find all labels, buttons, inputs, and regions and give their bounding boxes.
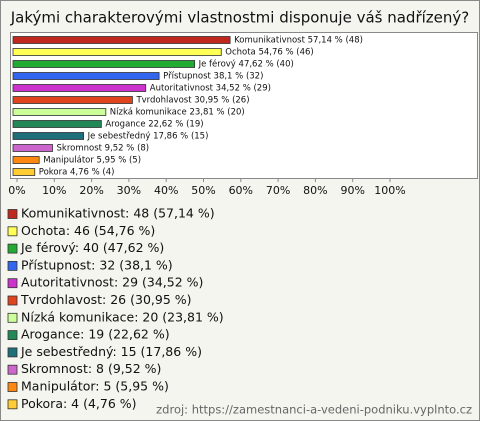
legend-swatch <box>7 243 18 254</box>
bar <box>12 132 85 140</box>
legend-label: Pokora: 4 (4,76 %) <box>21 396 137 411</box>
legend-swatch <box>7 364 18 375</box>
bar-label: Skromnost 9,52 % (8) <box>57 144 150 154</box>
legend-swatch <box>7 209 18 219</box>
bar <box>12 48 222 56</box>
legend-label: Nízká komunikace: 20 (23,81 %) <box>21 309 224 324</box>
legend-label: Přístupnost: 32 (38,1 %) <box>21 257 173 272</box>
legend-swatch <box>7 347 18 358</box>
bar <box>12 120 102 128</box>
legend-label: Ochota: 46 (54,76 %) <box>21 223 155 238</box>
x-tick-label: 70% <box>266 184 290 197</box>
legend-swatch <box>7 399 18 410</box>
bar-label: Autoritativnost 34,52 % (29) <box>150 84 271 94</box>
bar-label: Pokora 4,76 % (4) <box>39 168 115 178</box>
x-tick-label: 0% <box>8 184 25 197</box>
legend-label: Je férový: 40 (47,62 %) <box>20 240 164 255</box>
source: zdroj: https://zamestnanci-a-vedeni-podn… <box>156 403 472 417</box>
legend-label: Autoritativnost: 29 (34,52 %) <box>21 275 203 290</box>
legend-swatch <box>7 260 18 271</box>
bar-label: Arogance 22,62 % (19) <box>105 120 203 130</box>
legend-label: Skromnost: 8 (9,52 %) <box>21 361 161 376</box>
legend-label: Arogance: 19 (22,62 %) <box>21 327 170 342</box>
legend-swatch <box>7 330 18 341</box>
bar-label: Ochota 54,76 % (46) <box>225 48 313 58</box>
x-tick-label: 30% <box>117 184 141 197</box>
x-tick-label: 80% <box>303 184 327 197</box>
bar <box>12 156 40 164</box>
legend-label: Manipulátor: 5 (5,95 %) <box>21 379 169 394</box>
bar-label: Nízká komunikace 23,81 % (20) <box>110 108 245 118</box>
legend-swatch <box>7 226 18 237</box>
x-tick-label: 20% <box>79 184 103 197</box>
bar <box>12 72 160 80</box>
bar <box>12 60 196 68</box>
x-tick-label: 10% <box>42 184 66 197</box>
bar-label: Je sebestředný 17,86 % (15) <box>87 132 209 142</box>
bar-label: Přístupnost 38,1 % (32) <box>163 72 263 82</box>
legend-label: Tvrdohlavost: 26 (30,95 %) <box>20 292 192 307</box>
bar-label: Tvrdohlavost 30,95 % (26) <box>135 96 249 106</box>
bar <box>12 108 107 116</box>
chart-title: Jakými charakterovými vlastnostmi dispon… <box>10 9 470 27</box>
legend-swatch <box>7 278 18 289</box>
legend-label: Je sebestředný: 15 (17,86 %) <box>20 344 202 359</box>
bar-label: Komunikativnost 57,14 % (48) <box>234 36 363 46</box>
bar-label: Je férový 47,62 % (40) <box>198 59 294 70</box>
bar <box>12 96 133 104</box>
bar <box>12 168 36 176</box>
x-tick-label: 90% <box>340 184 364 197</box>
legend-swatch <box>7 312 18 323</box>
legend-label: Komunikativnost: 48 (57,14 %) <box>21 206 215 221</box>
x-tick-label: 60% <box>229 184 253 197</box>
x-tick-label: 40% <box>154 184 178 197</box>
bar <box>12 84 147 92</box>
bar <box>12 36 231 44</box>
x-tick-label: 50% <box>191 184 215 197</box>
plot-area <box>10 32 478 179</box>
legend-swatch <box>7 382 18 392</box>
x-tick-label: 100% <box>374 184 405 197</box>
bar <box>12 144 53 152</box>
bar-label: Manipulátor 5,95 % (5) <box>43 156 141 166</box>
legend-swatch <box>7 295 18 306</box>
